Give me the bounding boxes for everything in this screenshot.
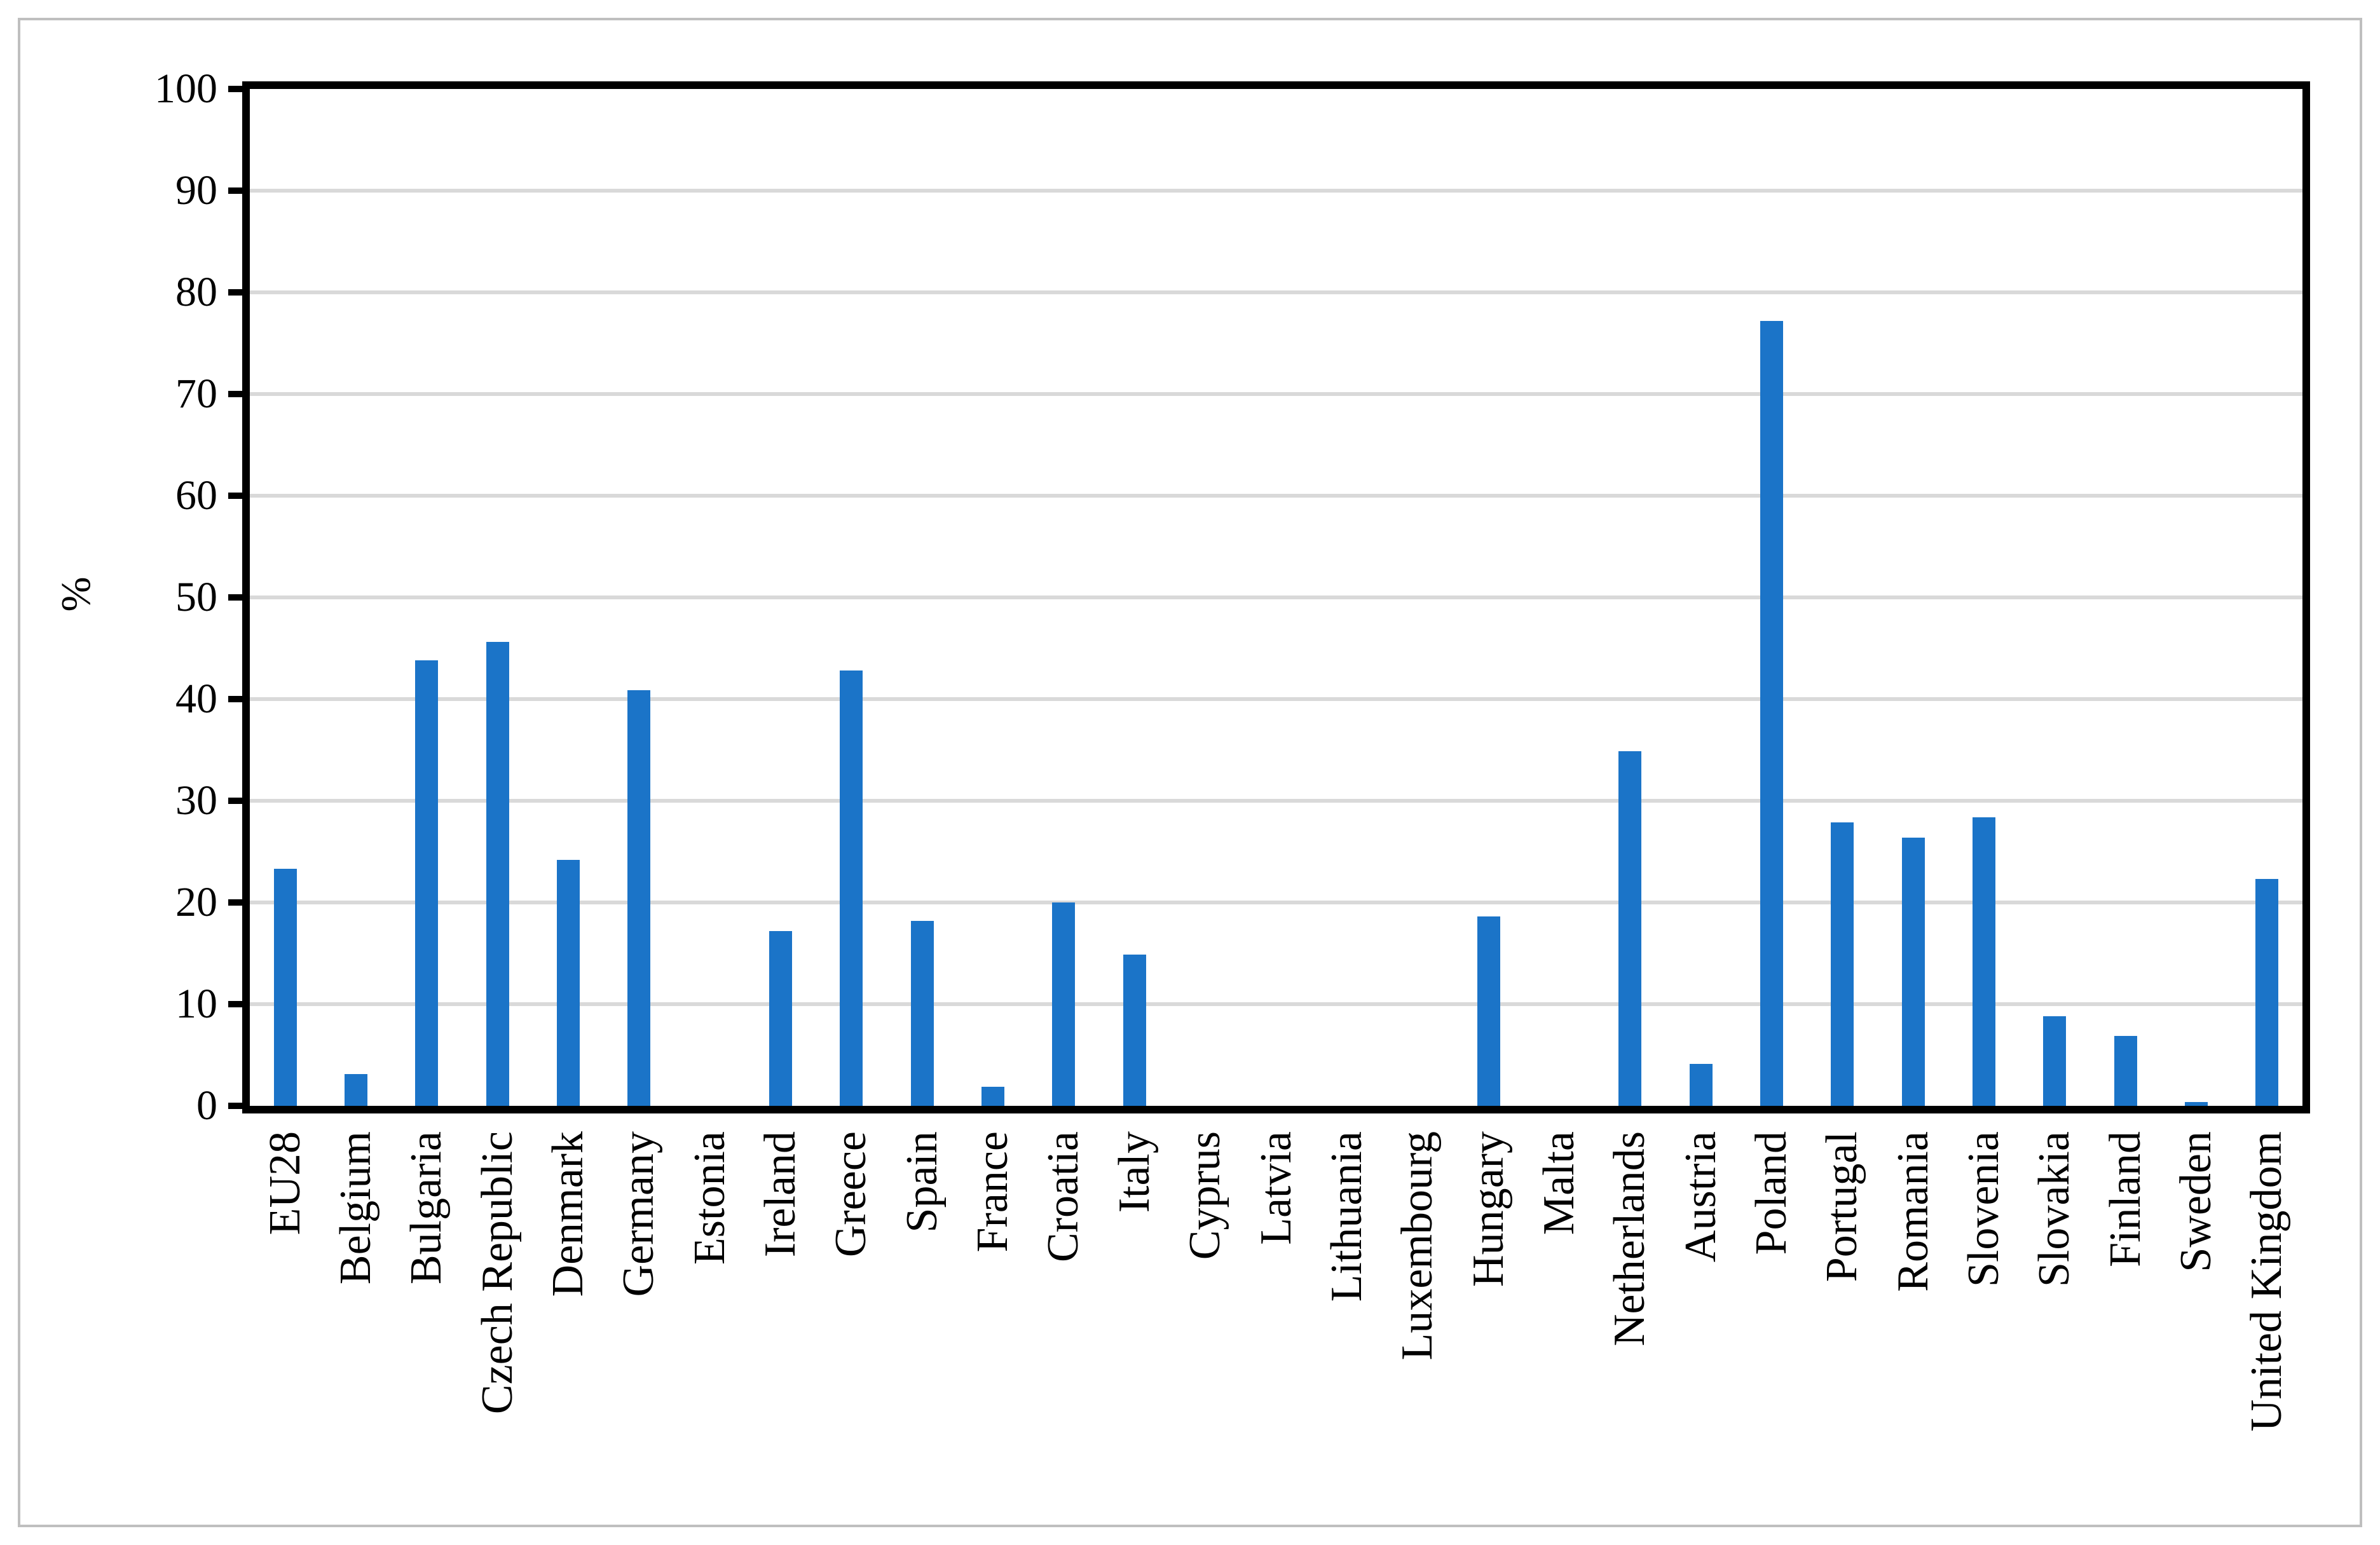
bar-hungary — [1477, 916, 1500, 1106]
bar-united-kingdom — [2255, 879, 2279, 1106]
gridline-30 — [250, 799, 2302, 803]
x-tick-label-finland: Finland — [2100, 1131, 2150, 1267]
y-tick-label-50: 50 — [175, 574, 217, 620]
x-tick-label-cyprus: Cyprus — [1180, 1131, 1230, 1260]
x-tick-label-ireland: Ireland — [756, 1131, 805, 1258]
x-tick-label-portugal: Portugal — [1817, 1131, 1867, 1283]
x-tick-label-eu28: EU28 — [260, 1131, 310, 1235]
bar-czech-republic — [486, 642, 509, 1106]
bar-finland — [2114, 1035, 2137, 1106]
x-tick-label-poland: Poland — [1746, 1131, 1796, 1255]
y-tick-mark-10 — [228, 1001, 242, 1007]
bar-bulgaria — [415, 660, 439, 1106]
bar-croatia — [1052, 902, 1076, 1106]
x-tick-label-bulgaria: Bulgaria — [402, 1131, 451, 1285]
bar-poland — [1760, 320, 1783, 1106]
y-tick-label-80: 80 — [175, 269, 217, 315]
x-tick-label-united-kingdom: United Kingdom — [2242, 1131, 2292, 1432]
bar-slovakia — [2043, 1016, 2067, 1106]
bar-spain — [910, 920, 934, 1106]
bar-austria — [1689, 1064, 1713, 1106]
x-tick-label-sweden: Sweden — [2171, 1131, 2220, 1272]
x-tick-label-hungary: Hungary — [1463, 1131, 1513, 1287]
bar-germany — [627, 690, 651, 1106]
bar-denmark — [557, 859, 580, 1106]
x-tick-label-czech-republic: Czech Republic — [472, 1131, 522, 1415]
y-tick-label-0: 0 — [196, 1082, 217, 1129]
gridline-20 — [250, 901, 2302, 904]
x-tick-label-austria: Austria — [1676, 1131, 1725, 1263]
bar-slovenia — [1972, 817, 1995, 1106]
gridline-50 — [250, 596, 2302, 599]
bar-ireland — [769, 930, 793, 1106]
y-tick-mark-90 — [228, 187, 242, 194]
y-tick-mark-20 — [228, 899, 242, 906]
y-tick-label-20: 20 — [175, 879, 217, 925]
y-tick-label-70: 70 — [175, 371, 217, 417]
x-tick-label-greece: Greece — [826, 1131, 876, 1258]
x-tick-label-germany: Germany — [614, 1131, 664, 1297]
x-tick-label-belgium: Belgium — [331, 1131, 381, 1285]
y-tick-mark-80 — [228, 289, 242, 296]
y-tick-label-40: 40 — [175, 676, 217, 722]
x-tick-label-croatia: Croatia — [1039, 1131, 1088, 1263]
gridline-60 — [250, 494, 2302, 498]
x-tick-label-netherlands: Netherlands — [1605, 1131, 1655, 1347]
x-tick-label-latvia: Latvia — [1251, 1131, 1301, 1245]
x-tick-label-malta: Malta — [1534, 1131, 1583, 1235]
x-tick-label-france: France — [968, 1131, 1018, 1253]
x-tick-label-italy: Italy — [1109, 1131, 1159, 1213]
x-tick-label-slovenia: Slovenia — [1959, 1131, 2008, 1287]
y-tick-label-100: 100 — [154, 65, 217, 112]
y-tick-label-60: 60 — [175, 472, 217, 519]
gridline-10 — [250, 1002, 2302, 1006]
y-tick-mark-70 — [228, 391, 242, 397]
x-tick-label-slovakia: Slovakia — [2030, 1131, 2079, 1287]
x-tick-label-romania: Romania — [1888, 1131, 1938, 1292]
plot-area: 0 10 20 30 40 50 60 70 80 90 100 EU28 Belgium Bulgari… — [154, 68, 2310, 1431]
gridline-90 — [250, 189, 2302, 193]
bar-eu28 — [273, 869, 297, 1106]
bar-italy — [1123, 954, 1146, 1106]
gridline-70 — [250, 392, 2302, 396]
bar-sweden — [2184, 1101, 2208, 1106]
y-tick-mark-60 — [228, 493, 242, 499]
bar-greece — [840, 670, 863, 1106]
x-tick-label-spain: Spain — [897, 1131, 947, 1233]
gridline-40 — [250, 697, 2302, 701]
x-tick-label-denmark: Denmark — [544, 1131, 593, 1297]
bar-france — [981, 1086, 1005, 1106]
bar-belgium — [345, 1074, 368, 1106]
gridline-80 — [250, 290, 2302, 294]
y-tick-mark-0 — [228, 1103, 242, 1109]
y-tick-mark-30 — [228, 798, 242, 804]
y-tick-label-10: 10 — [175, 981, 217, 1027]
y-tick-mark-40 — [228, 696, 242, 702]
y-tick-mark-100 — [228, 86, 242, 92]
bar-portugal — [1831, 822, 1854, 1106]
x-tick-label-estonia: Estonia — [685, 1131, 734, 1265]
bar-netherlands — [1618, 751, 1642, 1106]
x-tick-label-lithuania: Lithuania — [1322, 1131, 1371, 1302]
y-tick-mark-50 — [228, 594, 242, 601]
y-tick-label-30: 30 — [175, 777, 217, 824]
bar-romania — [1901, 837, 1925, 1106]
x-tick-label-luxembourg: Luxembourg — [1393, 1131, 1442, 1361]
y-tick-label-90: 90 — [175, 167, 217, 214]
